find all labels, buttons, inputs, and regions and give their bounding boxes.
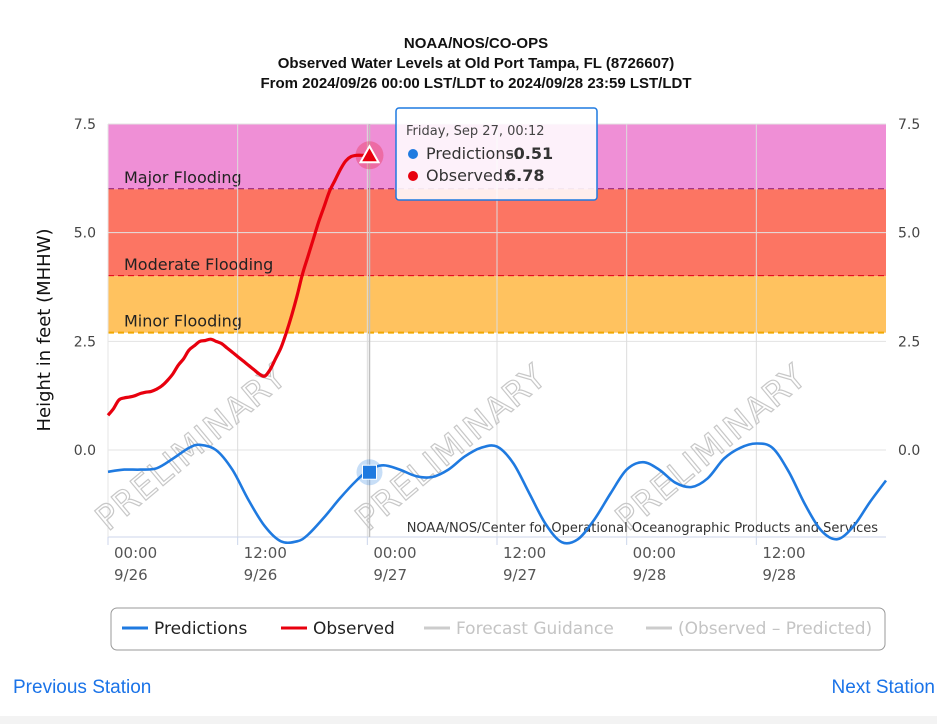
series-line-predictions[interactable] [107,442,888,545]
legend[interactable]: Predictions Observed Forecast Guidance (Obs… [110,607,886,651]
watermark-preliminary: PRELIMINARY [348,357,554,539]
chart-title-line: From 2024/09/26 00:00 LST/LDT to 2024/09… [260,75,691,92]
credit-text: NOAA/NOS/Center for Operational Oceanogr… [407,521,879,536]
tooltip-box [395,107,598,201]
chart-title: NOAA/NOS/CO-OPS Observed Water Levels at … [260,35,691,92]
x-tick-date: 9/27 [373,566,407,584]
x-tick-time: 00:00 [373,544,416,562]
y-tick-label-right: 5.0 [898,226,920,242]
y-tick-label-left: 2.5 [74,334,96,350]
tooltip-series-value: -0.51 [507,144,553,163]
tooltip: Friday, Sep 27, 00:12 Predictions:-0.51 Ob… [395,107,598,201]
y-tick-label-left: 5.0 [74,226,96,242]
flood-band-label: Moderate Flooding [124,255,273,274]
flood-band-label: Major Flooding [124,168,242,187]
tooltip-header: Friday, Sep 27, 00:12 [406,124,545,139]
x-tick-date: 9/28 [762,566,796,584]
y-tick-label-right: 7.5 [898,117,920,133]
x-tick-date: 9/26 [244,566,278,584]
x-tick-time: 00:00 [114,544,157,562]
legend-item-predictions[interactable]: Predictions [122,619,247,639]
x-tick-date: 9/28 [633,566,667,584]
legend-label: Observed [313,619,395,639]
x-tick-time: 12:00 [762,544,805,562]
hover-markers [355,124,384,537]
chart-title-line: NOAA/NOS/CO-OPS [404,35,548,52]
legend-box [110,607,886,651]
x-tick-date: 9/27 [503,566,537,584]
x-tick-date: 9/26 [114,566,148,584]
y-tick-label-left: 0.0 [74,443,96,459]
predictions-hover-marker [361,464,377,480]
legend-label: (Observed – Predicted) [678,619,872,639]
y-tick-label-left: 7.5 [74,117,96,133]
x-tick-time: 12:00 [244,544,287,562]
tooltip-series-dot [408,149,418,159]
tooltip-series-dot [408,171,418,181]
x-tick-time: 12:00 [503,544,546,562]
y-axis: 7.5 7.5 5.0 5.0 2.5 2.5 0.0 0.0 Height in feet (… [34,117,920,459]
tooltip-series-label: Predictions: [426,144,519,163]
y-tick-label-right: 0.0 [898,443,920,459]
tooltip-series-value: 6.78 [505,166,544,185]
x-axis: 00:00 9/26 12:00 9/26 00:00 9/27 12:00 9/27 00:0… [107,537,806,584]
tooltip-series-label: Observed: [426,166,508,185]
legend-label: Predictions [154,619,247,639]
legend-label: Forecast Guidance [456,619,614,639]
previous-station-link[interactable]: Previous Station [13,677,152,698]
chart-title-line: Observed Water Levels at Old Port Tampa,… [278,55,675,72]
footer-strip [0,716,937,724]
water-level-chart: NOAA/NOS/CO-OPS Observed Water Levels at … [34,35,920,651]
legend-item-observed[interactable]: Observed [281,619,395,639]
credit-text: NOAA/NOS/Center for Operational Oceanogr… [407,521,879,536]
watermark-preliminary: PRELIMINARY [608,357,814,539]
preliminary-watermarks: PRELIMINARY PRELIMINARY PRELIMINARY [87,356,815,539]
y-tick-label-right: 2.5 [898,334,920,350]
legend-item-observed-predicted[interactable]: (Observed – Predicted) [646,619,872,639]
next-station-link[interactable]: Next Station [831,677,936,698]
series-lines[interactable] [106,153,888,545]
y-axis-title: Height in feet (MHHW) [34,228,55,431]
observed-hover-marker [358,144,381,164]
x-tick-time: 00:00 [633,544,676,562]
series-line-observed[interactable] [106,153,370,417]
legend-item-forecast-guidance[interactable]: Forecast Guidance [424,619,614,639]
flood-band-label: Minor Flooding [124,312,242,331]
